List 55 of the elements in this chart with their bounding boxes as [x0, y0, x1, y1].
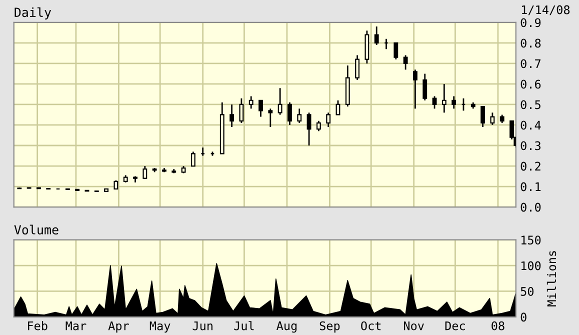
- x-tick-label: May: [150, 322, 170, 333]
- x-tick-label: Jun: [192, 322, 212, 330]
- candlestick: [316, 120, 321, 132]
- candlestick: [142, 165, 148, 180]
- candlestick: [480, 106, 485, 128]
- candlestick: [288, 102, 292, 126]
- y-tick-label: 0.0: [520, 202, 541, 212]
- y-tick-label: 0.2: [520, 162, 540, 171]
- candlestick: [490, 112, 495, 126]
- candlestick: [374, 26, 379, 46]
- y-tick-label: 0.1: [520, 182, 541, 192]
- chart-title: Volume: [14, 224, 58, 234]
- y-tick-label: 0.9: [520, 18, 541, 28]
- candlestick: [297, 108, 302, 124]
- candlestick: [190, 150, 196, 167]
- candlestick: [432, 96, 437, 110]
- candlestick: [394, 42, 398, 60]
- candlestick: [306, 112, 312, 146]
- candlestick: [403, 54, 408, 70]
- x-tick-label: Jul: [234, 321, 254, 330]
- candlestick: [278, 87, 282, 116]
- candlestick: [258, 100, 263, 118]
- candlestick: [268, 108, 273, 128]
- y-tick-label: 150: [521, 236, 541, 245]
- candlestick: [239, 98, 244, 124]
- x-tick-label: Feb: [28, 321, 48, 330]
- candlestick: [248, 96, 254, 110]
- candlestick: [230, 104, 234, 128]
- x-tick-label: Nov: [404, 322, 424, 330]
- y-tick-label: 0.4: [520, 120, 541, 130]
- x-tick-label: Apr: [108, 322, 129, 333]
- y-tick-label: 0.8: [520, 38, 541, 48]
- text: 1/14/08: [522, 5, 570, 16]
- y-tick-label: 0.7: [520, 59, 540, 68]
- candlestick: [413, 68, 418, 110]
- chart-title: Daily: [14, 7, 52, 20]
- candlestick: [422, 73, 428, 102]
- candlestick: [355, 54, 360, 81]
- y-tick-label: 0.5: [520, 100, 540, 110]
- x-tick-label: Aug: [276, 321, 297, 333]
- x-tick-label: Dec: [445, 322, 465, 330]
- candlestick: [442, 83, 446, 114]
- y-tick-label: 50: [520, 286, 534, 296]
- y-tick-label: 0.6: [520, 80, 541, 89]
- x-tick-label: Oct: [361, 321, 381, 330]
- candlestick: [326, 112, 331, 128]
- y-tick-label: 0.3: [520, 141, 540, 150]
- candlestick: [336, 100, 340, 116]
- candlestick: [452, 96, 456, 110]
- y-tick-label: 0: [520, 312, 526, 322]
- x-tick-label: 08: [492, 321, 504, 330]
- x-tick-label: Mar: [66, 322, 86, 330]
- y-tick-label: 100: [521, 261, 541, 270]
- y-axis-title: Millions: [546, 251, 556, 306]
- x-tick-label: Sep: [320, 321, 340, 333]
